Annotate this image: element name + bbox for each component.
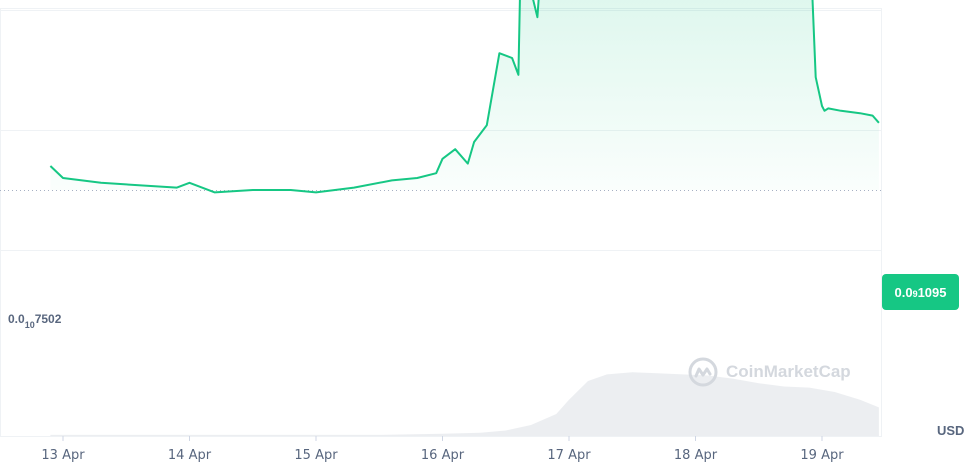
- current-price-badge: 0.0 9 1095: [882, 274, 959, 310]
- x-tick-label: 13 Apr: [41, 448, 85, 463]
- x-axis-ticks: 13 Apr 14 Apr 15 Apr 16 Apr 17 Apr 18 Apr 19 A…: [41, 436, 844, 463]
- x-tick-label: 18 Apr: [674, 448, 718, 463]
- coinmarketcap-logo-icon: [688, 357, 718, 387]
- watermark-text: CoinMarketCap: [726, 362, 851, 381]
- price-area-fill: [50, 0, 879, 193]
- x-tick-label: 14 Apr: [168, 448, 212, 463]
- x-tick-label: 16 Apr: [421, 448, 465, 463]
- volume-series: [50, 372, 879, 436]
- price-area: [50, 0, 879, 193]
- price-line: [49, 0, 880, 194]
- x-tick-label: 15 Apr: [294, 448, 338, 463]
- x-tick-label: 19 Apr: [800, 448, 844, 463]
- coinmarketcap-watermark: CoinMarketCap: [688, 357, 851, 387]
- currency-label: USD: [937, 423, 965, 438]
- plot-border: [0, 8, 882, 437]
- volume-area: [50, 372, 879, 436]
- x-tick-label: 17 Apr: [547, 448, 591, 463]
- reference-price-label: 0.0107502: [8, 312, 62, 331]
- price-series-line: [49, 0, 880, 194]
